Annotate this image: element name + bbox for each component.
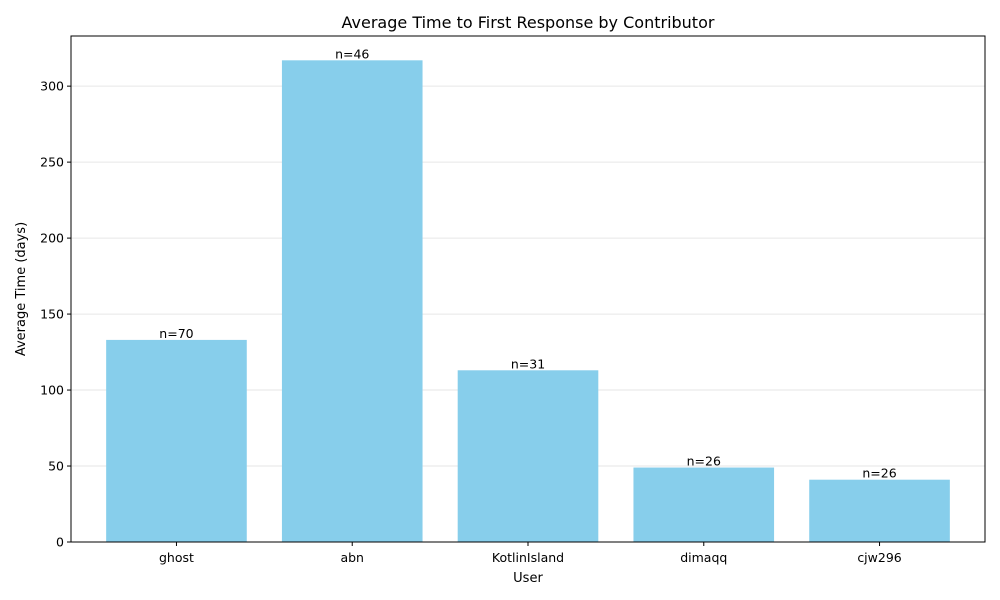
y-tick-label: 250 [40, 155, 64, 170]
y-axis-label: Average Time (days) [14, 222, 29, 356]
x-axis-ticks: ghost abn KotlinIsland dimaqq cjw296 [159, 542, 902, 565]
y-axis-ticks: 0 50 100 150 200 250 300 [40, 79, 71, 550]
x-tick-label: abn [340, 550, 364, 565]
bars [106, 60, 950, 542]
bar-cjw296 [809, 479, 950, 542]
x-tick-label: ghost [159, 550, 194, 565]
y-tick-label: 300 [40, 79, 64, 94]
y-tick-label: 100 [40, 383, 64, 398]
x-tick-label: KotlinIsland [492, 550, 564, 565]
y-tick-label: 50 [48, 459, 64, 474]
y-tick-label: 150 [40, 307, 64, 322]
bar-label-abn: n=46 [335, 46, 369, 61]
bar-kotlinisland [457, 370, 599, 542]
x-tick-label: dimaqq [680, 550, 727, 565]
y-tick-label: 0 [56, 535, 64, 550]
x-tick-label: cjw296 [857, 550, 901, 565]
bar-labels: n=70 n=46 n=31 n=26 n=26 [159, 46, 896, 480]
bar-label-cjw296: n=26 [862, 466, 896, 481]
y-tick-label: 200 [40, 231, 64, 246]
bar-label-ghost: n=70 [159, 326, 193, 341]
bar-ghost [106, 339, 247, 542]
bar-dimaqq [633, 467, 775, 542]
bar-abn [281, 60, 423, 542]
x-axis-label: User [513, 571, 543, 586]
bar-label-kotlinisland: n=31 [511, 356, 545, 371]
chart-title: Average Time to First Response by Contri… [342, 13, 715, 32]
bar-label-dimaqq: n=26 [687, 454, 721, 469]
